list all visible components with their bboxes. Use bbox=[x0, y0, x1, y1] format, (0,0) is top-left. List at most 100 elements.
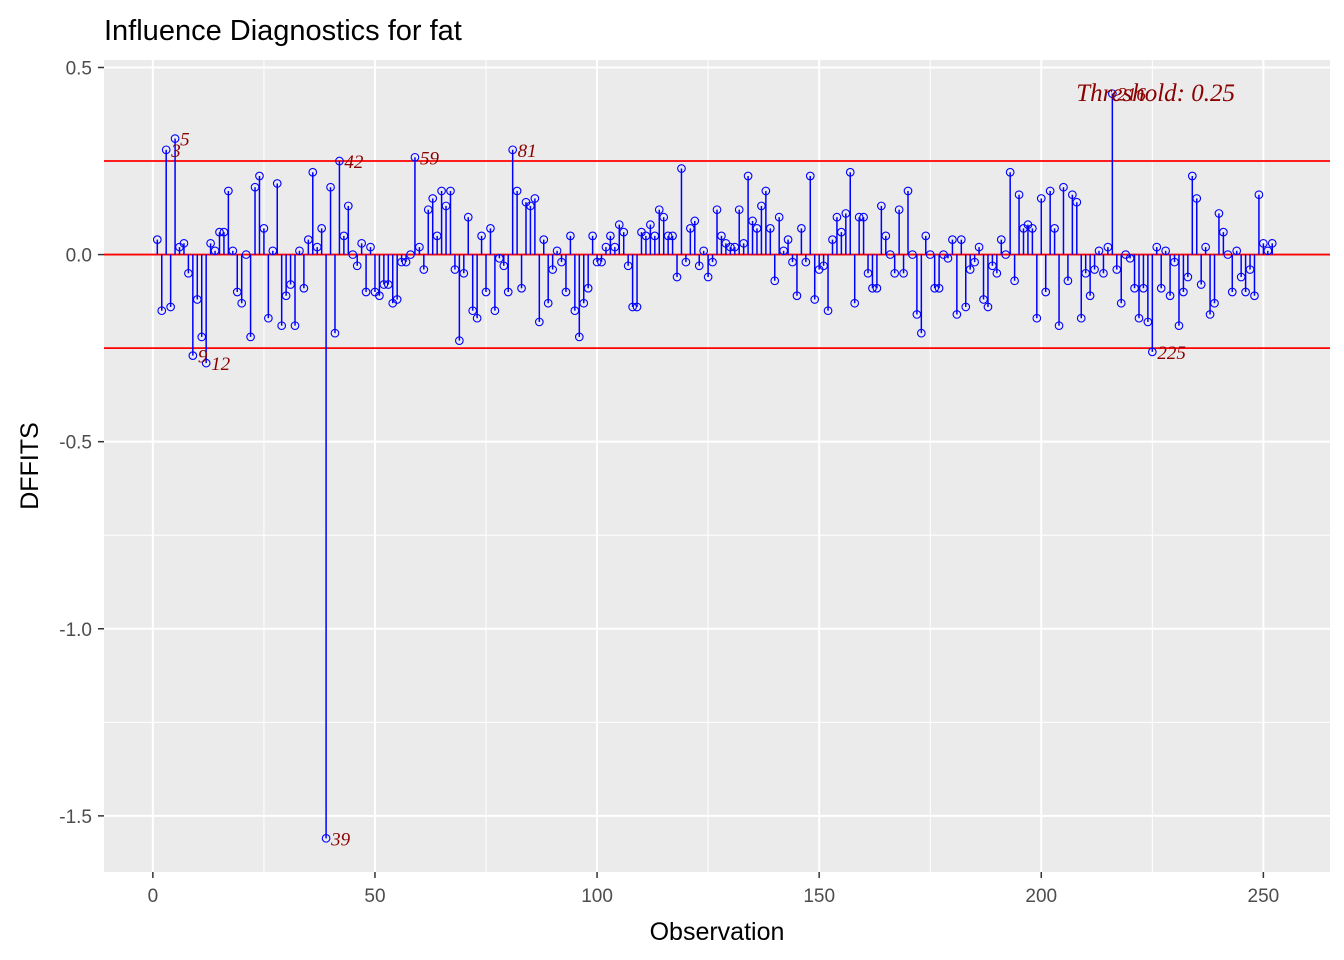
obs-label: 12 bbox=[211, 354, 231, 375]
data-point bbox=[1219, 227, 1228, 237]
data-point bbox=[681, 257, 691, 267]
data-point bbox=[1130, 283, 1139, 293]
threshold-label: Threshold: 0.25 bbox=[1076, 80, 1235, 107]
data-point bbox=[410, 152, 420, 162]
y-tick-label: -1.0 bbox=[59, 620, 92, 641]
data-point bbox=[423, 205, 433, 215]
data-point bbox=[619, 227, 629, 237]
data-point bbox=[1028, 224, 1037, 233]
data-point bbox=[850, 298, 860, 308]
data-point bbox=[757, 201, 766, 211]
data-point bbox=[672, 272, 682, 282]
data-point bbox=[561, 287, 571, 297]
data-point bbox=[441, 201, 451, 211]
data-point bbox=[810, 295, 820, 304]
data-point bbox=[1183, 272, 1193, 282]
data-point bbox=[1241, 287, 1250, 297]
data-point bbox=[463, 212, 473, 222]
data-point bbox=[1005, 167, 1015, 177]
data-point bbox=[1134, 313, 1144, 323]
data-point bbox=[317, 224, 327, 233]
data-point bbox=[312, 242, 322, 252]
data-point bbox=[685, 224, 695, 233]
obs-label: 225 bbox=[1157, 343, 1186, 364]
data-point bbox=[1090, 265, 1099, 274]
data-point bbox=[717, 231, 726, 241]
data-point bbox=[783, 235, 793, 244]
data-point bbox=[805, 171, 815, 181]
data-point bbox=[259, 224, 269, 233]
data-point bbox=[1103, 242, 1113, 252]
data-point bbox=[774, 212, 784, 222]
data-point bbox=[912, 310, 922, 319]
data-point bbox=[1161, 246, 1170, 256]
data-point bbox=[348, 250, 358, 259]
data-point bbox=[1156, 283, 1166, 293]
data-point bbox=[574, 332, 584, 342]
data-point bbox=[446, 186, 455, 196]
data-point bbox=[1254, 190, 1264, 200]
data-point bbox=[1001, 250, 1011, 259]
data-point bbox=[570, 306, 580, 316]
obs-label: 9 bbox=[198, 347, 208, 368]
data-point bbox=[499, 261, 509, 271]
data-point bbox=[459, 268, 469, 278]
data-point bbox=[739, 239, 749, 248]
y-tick-label: -1.5 bbox=[59, 807, 92, 828]
data-point bbox=[872, 283, 882, 293]
data-point bbox=[375, 291, 384, 301]
data-point bbox=[250, 182, 260, 192]
data-point bbox=[361, 287, 371, 297]
data-point bbox=[663, 231, 673, 241]
data-point bbox=[503, 287, 513, 297]
data-point bbox=[1059, 182, 1068, 192]
data-point bbox=[965, 265, 975, 274]
data-point bbox=[1179, 287, 1188, 297]
data-point bbox=[979, 295, 988, 304]
data-point bbox=[468, 306, 478, 316]
data-point bbox=[1210, 298, 1219, 308]
data-point bbox=[277, 321, 287, 331]
data-point bbox=[1112, 265, 1122, 274]
data-point bbox=[868, 283, 877, 293]
data-point bbox=[610, 242, 620, 252]
data-point bbox=[1032, 313, 1042, 323]
data-point bbox=[606, 231, 615, 241]
data-point bbox=[837, 227, 846, 237]
x-axis-ticks: 0 50 100 150 200 250 bbox=[148, 872, 1280, 907]
data-point bbox=[1152, 242, 1162, 252]
x-axis-title: Observation bbox=[650, 918, 785, 946]
data-point bbox=[877, 201, 886, 211]
data-point bbox=[1267, 239, 1277, 248]
data-point bbox=[335, 156, 344, 166]
data-point bbox=[1041, 287, 1051, 297]
data-point bbox=[916, 328, 926, 338]
data-point bbox=[650, 231, 660, 241]
data-point bbox=[481, 287, 491, 297]
data-point bbox=[712, 205, 722, 215]
x-tick-label: 250 bbox=[1248, 886, 1280, 907]
points bbox=[152, 89, 1277, 843]
data-point bbox=[859, 212, 868, 222]
data-point bbox=[725, 242, 735, 252]
data-point bbox=[654, 205, 664, 215]
data-point bbox=[548, 265, 557, 274]
data-point bbox=[1139, 283, 1148, 293]
obs-label: 39 bbox=[330, 829, 351, 850]
data-point bbox=[908, 250, 917, 259]
data-point bbox=[339, 231, 349, 241]
data-point bbox=[703, 272, 713, 282]
data-point bbox=[761, 186, 771, 196]
data-point bbox=[854, 212, 864, 222]
data-point bbox=[1192, 194, 1202, 203]
data-point bbox=[730, 242, 740, 252]
data-point bbox=[357, 239, 366, 248]
data-point bbox=[801, 257, 811, 267]
data-point bbox=[592, 257, 602, 267]
obs-label: 5 bbox=[180, 130, 190, 151]
data-point bbox=[983, 302, 993, 312]
data-point bbox=[1250, 291, 1259, 301]
data-point bbox=[597, 257, 606, 267]
data-point bbox=[557, 257, 566, 267]
data-point bbox=[970, 257, 979, 267]
